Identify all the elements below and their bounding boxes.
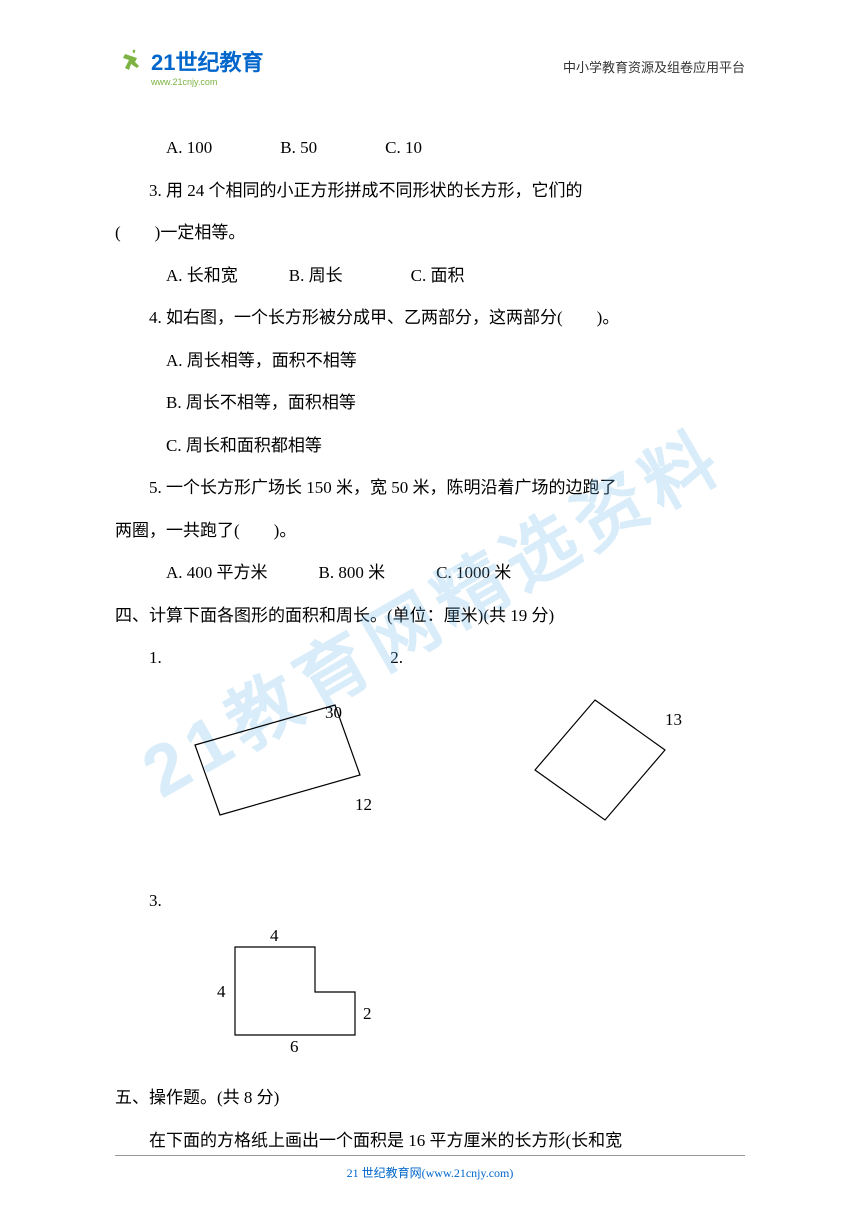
fig3-label-4-left: 4	[217, 982, 226, 1001]
q4-option-b: B. 周长不相等，面积相等	[115, 382, 745, 425]
footer-divider	[115, 1155, 745, 1156]
fig3-label-2: 2	[363, 1004, 372, 1023]
section5-title: 五、操作题。(共 8 分)	[115, 1077, 745, 1120]
q2-options: A. 100 B. 50 C. 10	[115, 127, 745, 170]
fig3-label-6: 6	[290, 1037, 299, 1056]
footer-text: 21 世纪教育网(www.21cnjy.com)	[0, 1164, 860, 1181]
section4-title: 四、计算下面各图形的面积和周长。(单位：厘米)(共 19 分)	[115, 595, 745, 638]
q4-option-c: C. 周长和面积都相等	[115, 425, 745, 468]
q4-stem: 4. 如右图，一个长方形被分成甲、乙两部分，这两部分( )。	[115, 297, 745, 340]
q4-option-a: A. 周长相等，面积不相等	[115, 340, 745, 383]
fig2-label-13: 13	[665, 710, 682, 729]
q3-paren: ( )一定相等。	[115, 212, 745, 255]
fig1-label-30: 30	[325, 703, 342, 722]
fig1-label-12: 12	[355, 795, 372, 814]
footer: 21 世纪教育网(www.21cnjy.com)	[0, 1155, 860, 1181]
figure-1-rectangle: 30 12	[175, 690, 395, 857]
runner-icon	[115, 46, 147, 86]
figure-labels: 1. 2.	[115, 637, 745, 680]
q3-stem: 3. 用 24 个相同的小正方形拼成不同形状的长方形，它们的	[115, 170, 745, 213]
content: A. 100 B. 50 C. 10 3. 用 24 个相同的小正方形拼成不同形…	[0, 97, 860, 1182]
q5-stem2: 两圈，一共跑了( )。	[115, 510, 745, 553]
q5-stem1: 5. 一个长方形广场长 150 米，宽 50 米，陈明沿着广场的边跑了	[115, 467, 745, 510]
fig-label-3: 3.	[115, 880, 745, 923]
q5-options: A. 400 平方米 B. 800 米 C. 1000 米	[115, 552, 745, 595]
logo-text: 21世纪教育 www.21cnjy.com	[151, 45, 263, 87]
fig-label-2: 2.	[390, 648, 403, 667]
logo-main-text: 21世纪教育	[151, 45, 263, 77]
figures-row1: 30 12 13	[115, 690, 745, 870]
figures-row2: 4 4 2 6	[115, 927, 745, 1077]
fig-label-1: 1.	[149, 648, 162, 667]
figure-3-lshape: 4 4 2 6	[205, 927, 405, 1074]
logo: 21世纪教育 www.21cnjy.com	[115, 45, 263, 87]
header-subtitle: 中小学教育资源及组卷应用平台	[563, 57, 745, 76]
q3-options: A. 长和宽 B. 周长 C. 面积	[115, 255, 745, 298]
figure-2-square: 13	[525, 690, 695, 857]
header: 21世纪教育 www.21cnjy.com 中小学教育资源及组卷应用平台	[0, 0, 860, 97]
fig3-label-4-top: 4	[270, 927, 279, 945]
logo-sub-text: www.21cnjy.com	[151, 77, 263, 87]
